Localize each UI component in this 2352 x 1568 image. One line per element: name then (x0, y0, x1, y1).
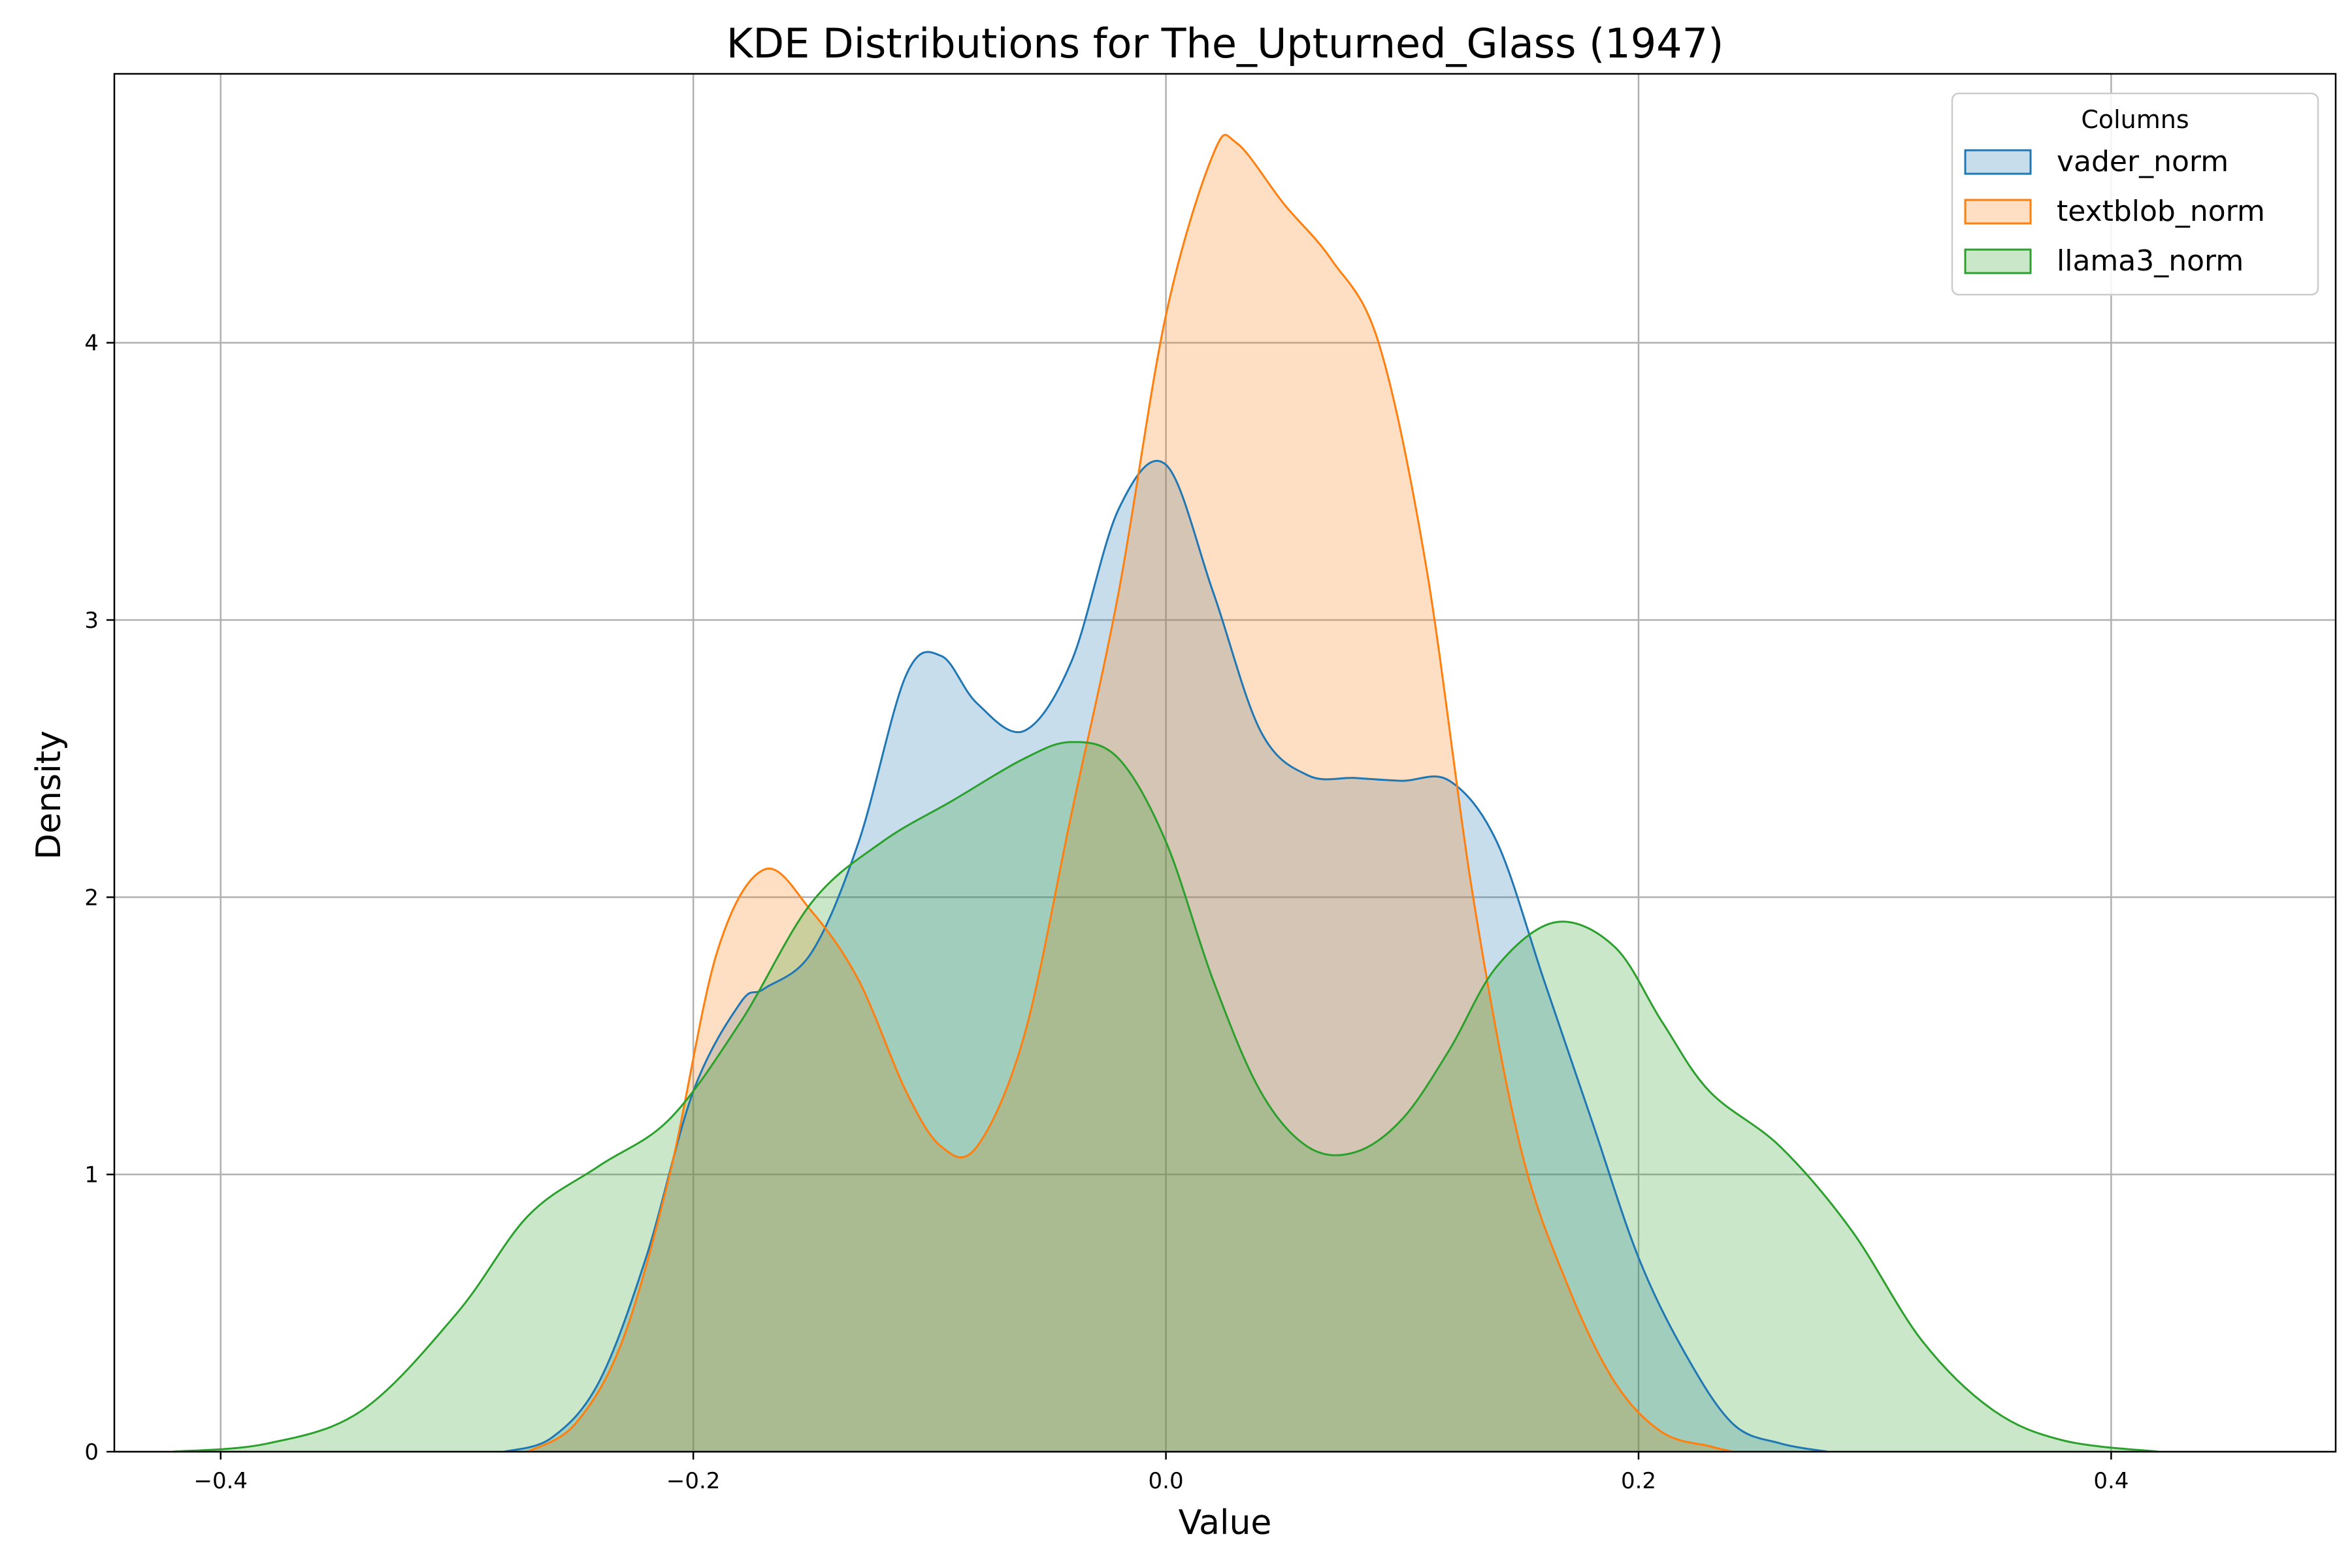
legend-label-llama3_norm: llama3_norm (2057, 244, 2244, 278)
axis-ticks: −0.4 −0.2 0.0 0.2 0.4 0 1 2 3 4 (84, 331, 2129, 1494)
series-areas (173, 135, 2159, 1452)
area-vader_norm (504, 461, 1828, 1452)
x-tick-label: 0.0 (1149, 1468, 1184, 1494)
line-textblob_norm (527, 133, 1734, 1453)
x-tick-label: 0.2 (1621, 1468, 1656, 1494)
legend-swatch-textblob_norm (1964, 199, 2032, 225)
line-llama3_norm (173, 741, 2159, 1453)
legend: Columns vader_norm textblob_norm llama3_no… (1951, 92, 2319, 296)
legend-swatch-llama3_norm (1964, 248, 2032, 274)
chart-title: KDE Distributions for The_Upturned_Glass… (727, 20, 1724, 67)
y-tick-label: 0 (84, 1439, 99, 1465)
x-tick-label: −0.4 (193, 1468, 248, 1494)
y-axis-label: Density (29, 730, 69, 860)
area-textblob_norm (528, 135, 1733, 1452)
legend-label-textblob_norm: textblob_norm (2057, 195, 2265, 228)
legend-entries: vader_norm textblob_norm llama3_norm (1964, 145, 2265, 278)
legend-box (1951, 92, 2319, 296)
x-axis-label: Value (1179, 1503, 1272, 1543)
legend-swatch-vader_norm (1964, 149, 2032, 175)
y-tick-label: 1 (84, 1162, 99, 1188)
x-tick-label: −0.2 (666, 1468, 721, 1494)
legend-label-vader_norm: vader_norm (2057, 145, 2229, 178)
y-tick-label: 2 (84, 885, 99, 911)
y-tick-label: 4 (84, 331, 99, 357)
x-tick-label: 0.4 (2093, 1468, 2129, 1494)
legend-title: Columns (2081, 105, 2189, 134)
series-lines (173, 133, 2159, 1453)
area-llama3_norm (173, 742, 2159, 1452)
y-tick-label: 3 (84, 608, 99, 634)
plot-frame (113, 73, 2337, 1453)
